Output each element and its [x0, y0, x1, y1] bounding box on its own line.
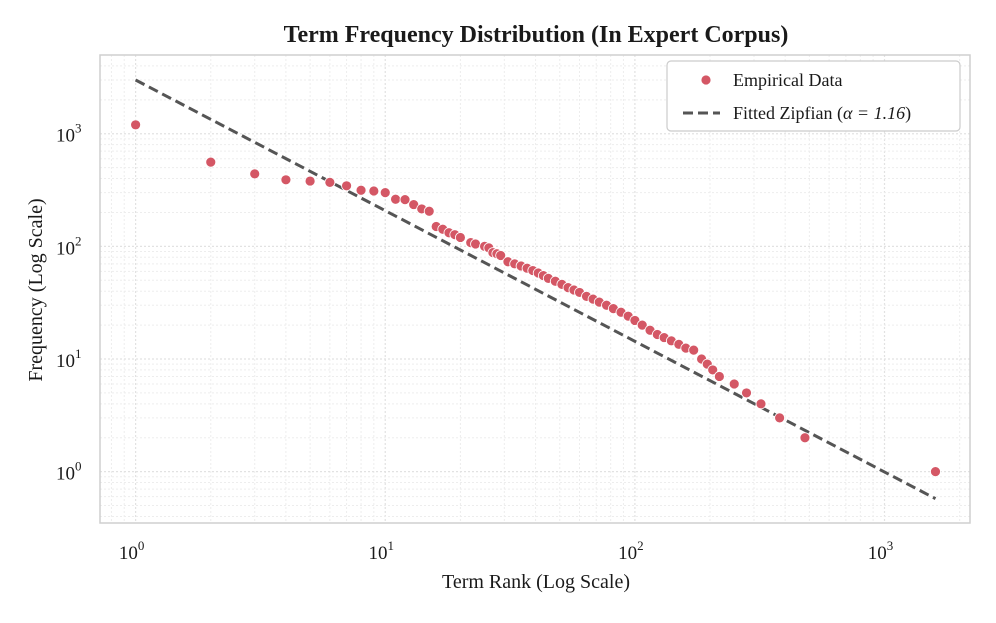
y-tick-exponent: 0	[75, 459, 82, 474]
y-tick-label: 101	[56, 346, 82, 372]
grid	[100, 54, 970, 523]
y-tick-exponent: 3	[75, 121, 82, 136]
y-tick-base: 10	[56, 126, 75, 147]
x-tick-exponent: 3	[887, 538, 894, 553]
data-point	[423, 205, 435, 217]
legend-fit-prefix: Fitted Zipfian (	[733, 103, 843, 124]
x-tick-base: 10	[119, 543, 138, 564]
data-point	[205, 156, 217, 168]
fit-layer	[134, 78, 937, 500]
legend-marker-empirical	[700, 74, 712, 86]
y-tick-label: 103	[56, 121, 82, 147]
data-point	[341, 180, 352, 192]
data-point	[713, 371, 725, 382]
y-tick-label: 102	[56, 233, 82, 259]
data-point	[636, 319, 648, 331]
x-tick-base: 10	[868, 543, 887, 564]
data-point	[774, 412, 786, 424]
fit-line	[134, 78, 937, 500]
legend-fit-suffix: )	[905, 103, 911, 124]
x-tick-base: 10	[618, 543, 637, 564]
data-point	[399, 194, 411, 206]
data-point	[355, 184, 367, 196]
y-tick-base: 10	[56, 238, 75, 259]
x-tick-label: 101	[368, 538, 394, 564]
legend-fit-math: α = 1.16	[843, 103, 905, 123]
data-point	[249, 168, 261, 180]
x-tick-label: 102	[618, 538, 644, 564]
x-tick-label: 100	[119, 538, 145, 564]
x-tick-exponent: 0	[138, 538, 145, 553]
y-tick-base: 10	[56, 351, 75, 372]
data-point	[324, 176, 336, 188]
x-tick-exponent: 2	[637, 538, 644, 553]
x-axis-label: Term Rank (Log Scale)	[442, 571, 630, 593]
x-axis-ticks: 100 101 102 103	[119, 538, 893, 564]
data-point	[470, 238, 481, 250]
data-point	[688, 344, 700, 356]
y-tick-base: 10	[56, 464, 75, 485]
data-point	[390, 193, 401, 205]
data-point	[368, 185, 380, 197]
y-tick-label: 100	[56, 459, 82, 485]
data-point	[799, 432, 811, 444]
x-tick-label: 103	[868, 538, 894, 564]
scatter-points	[130, 119, 941, 478]
x-tick-base: 10	[368, 543, 387, 564]
data-point	[304, 175, 316, 187]
data-point	[728, 378, 740, 390]
data-point	[930, 466, 941, 478]
data-point	[755, 398, 767, 410]
data-point	[707, 364, 719, 376]
y-tick-exponent: 1	[75, 346, 82, 361]
legend: Empirical Data Fitted Zipfian (α = 1.16)	[666, 60, 961, 132]
x-tick-exponent: 1	[387, 538, 394, 553]
data-point	[741, 387, 752, 399]
data-point	[280, 174, 292, 186]
data-point	[379, 187, 391, 199]
data-point	[454, 232, 466, 243]
data-point	[130, 119, 142, 131]
data-point	[495, 250, 507, 261]
legend-label-fit: Fitted Zipfian (α = 1.16)	[733, 103, 911, 124]
plot-area	[99, 54, 971, 524]
legend-label-empirical: Empirical Data	[733, 70, 842, 90]
legend-box	[666, 60, 961, 132]
chart-title: Term Frequency Distribution (In Expert C…	[284, 22, 789, 48]
y-axis-label: Frequency (Log Scale)	[25, 198, 47, 381]
y-tick-exponent: 2	[75, 233, 82, 248]
